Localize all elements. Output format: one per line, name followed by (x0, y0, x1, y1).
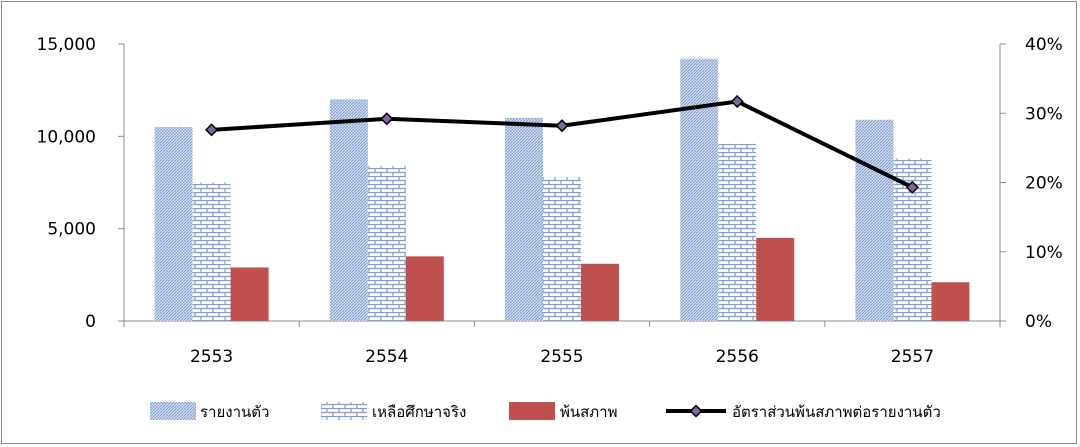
x-tick-label: 2556 (716, 347, 759, 367)
legend-swatch-2 (321, 402, 367, 420)
x-tick-label: 2557 (891, 347, 934, 367)
bar-3-2553 (230, 267, 269, 321)
bars (154, 58, 970, 322)
bar-1-2556 (680, 58, 719, 321)
bar-1-2554 (329, 99, 368, 322)
legend-label-1: รายงานตัว (200, 403, 269, 421)
legend-label-4: อัตราส่วนพ้นสภาพต่อรายงานตัว (732, 403, 941, 421)
ratio-point-2555 (555, 119, 569, 133)
axes: 0 5,000 10,000 15,000 0% 10% 20% 30% 40% 2553 2554… (37, 35, 1063, 367)
legend-label-3: พ้นสภาพ (560, 403, 618, 421)
bar-2-2554 (367, 165, 406, 321)
bar-3-2554 (405, 256, 444, 321)
right-tick-label: 20% (1025, 174, 1063, 194)
legend-swatch-3 (509, 402, 555, 420)
right-tick-label: 0% (1025, 312, 1052, 332)
right-tick-label: 10% (1025, 243, 1063, 263)
legend: รายงานตัว เหลือศึกษาจริง พ้นสภาพ อัตราส่วนพ… (150, 402, 941, 421)
right-tick-label: 30% (1025, 104, 1063, 124)
bar-2-2556 (718, 143, 757, 321)
bar-1-2553 (154, 127, 193, 321)
x-tick-label: 2554 (365, 347, 408, 367)
left-tick-label: 15,000 (37, 35, 96, 55)
bar-1-2555 (505, 117, 543, 321)
legend-label-2: เหลือศึกษาจริง (372, 403, 466, 421)
bar-2-2553 (192, 182, 231, 321)
bar-3-2557 (931, 282, 970, 321)
line-series (205, 94, 919, 194)
x-tick-label: 2553 (190, 347, 233, 367)
ratio-point-2556 (730, 94, 744, 109)
ratio-point-2553 (205, 123, 219, 137)
bar-1-2557 (855, 119, 894, 321)
bar-3-2555 (581, 263, 619, 321)
legend-marker (689, 404, 703, 418)
left-tick-label: 10,000 (37, 127, 96, 147)
left-tick-label: 0 (85, 312, 96, 332)
ratio-line (211, 99, 914, 190)
x-tick-label: 2555 (540, 347, 583, 367)
bar-3-2556 (756, 237, 795, 321)
left-tick-label: 5,000 (47, 220, 96, 240)
ratio-point-2554 (380, 112, 394, 126)
right-tick-label: 40% (1025, 35, 1063, 55)
bar-2-2555 (543, 176, 581, 321)
ratio-point-2557 (905, 180, 919, 194)
legend-swatch-1 (150, 402, 196, 420)
